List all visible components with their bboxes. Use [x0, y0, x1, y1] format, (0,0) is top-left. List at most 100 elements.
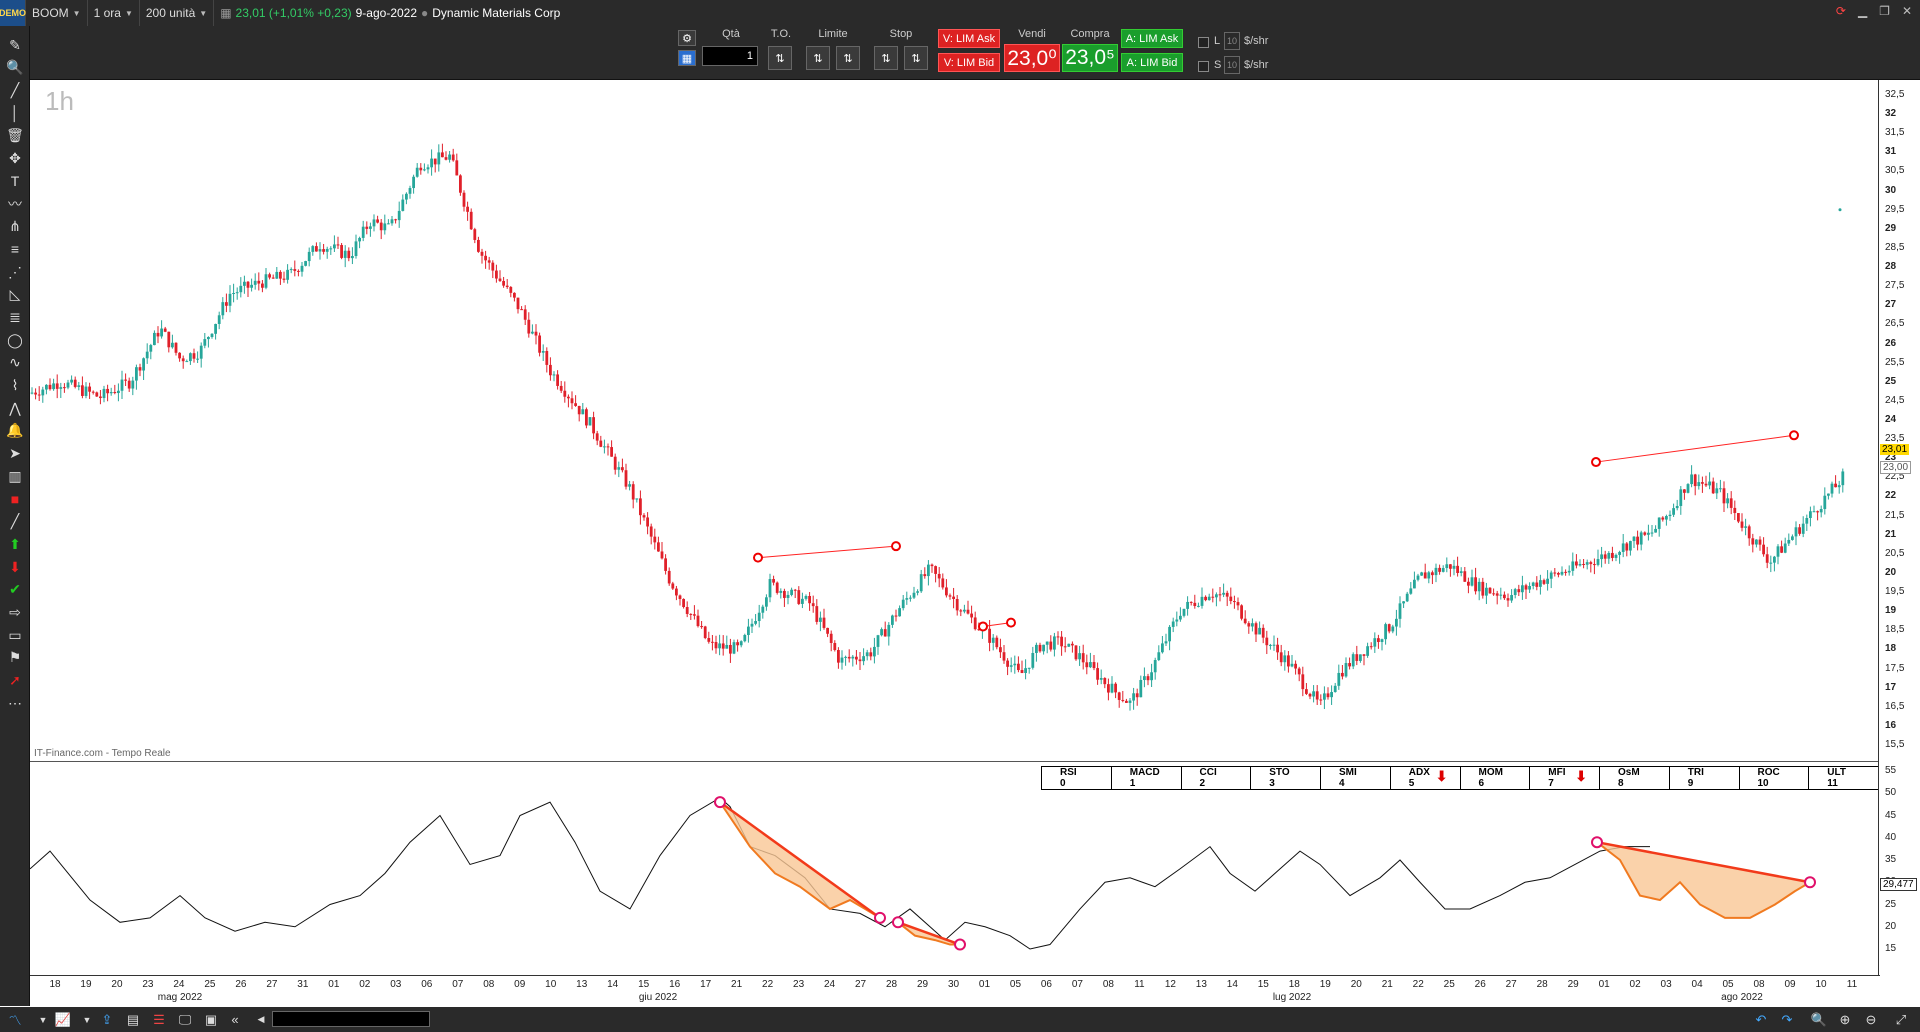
- indicator-tab-rsi[interactable]: RSI 0: [1042, 767, 1112, 789]
- candle-body: [1481, 581, 1485, 596]
- indicator-tab-sto[interactable]: STO 3: [1251, 767, 1321, 789]
- sell-bid-button[interactable]: V: LIM Bid: [938, 53, 1000, 72]
- limit-sell-button[interactable]: ⇅: [836, 46, 860, 70]
- buy-ask-button[interactable]: A: LIM Ask: [1121, 29, 1183, 48]
- chart-style-icon[interactable]: 📈: [54, 1011, 72, 1027]
- candle-body: [55, 383, 59, 389]
- move-icon[interactable]: ✥: [9, 150, 21, 166]
- l-checkbox[interactable]: [1198, 37, 1209, 48]
- buy-price-button[interactable]: 23,0⁵: [1062, 44, 1118, 72]
- time-axis[interactable]: 18 19 20 23 24 25 26 27 31 01 02 03 06 07 08 09 10 13 14 15…: [30, 975, 1880, 1007]
- restore-icon[interactable]: ❐: [1879, 4, 1890, 18]
- line-icon[interactable]: ╱: [10, 81, 20, 98]
- to-order-button[interactable]: ⇅: [768, 46, 792, 70]
- indicator-tab-macd[interactable]: MACD 1: [1112, 767, 1182, 789]
- indicator-tab-mfi[interactable]: MFI 7 ⬇: [1530, 767, 1600, 789]
- indicator-tab-cci[interactable]: CCI 2: [1182, 767, 1252, 789]
- cursor-icon[interactable]: ➤: [9, 445, 21, 462]
- gann-icon[interactable]: ◺: [9, 286, 21, 303]
- indicator-tab-ult[interactable]: ULT 11: [1809, 767, 1878, 789]
- channel-icon[interactable]: ≣: [9, 308, 21, 325]
- alarm-icon[interactable]: 🔔: [6, 422, 24, 439]
- check-icon[interactable]: ✔: [9, 581, 21, 598]
- fan-icon[interactable]: ⋰: [8, 263, 22, 280]
- fork-icon[interactable]: ⋔: [9, 218, 21, 235]
- down-arrow-icon[interactable]: ⬇: [9, 558, 21, 575]
- monitor-icon[interactable]: 🖵: [178, 1011, 192, 1027]
- collapse-left-icon[interactable]: «: [231, 1012, 239, 1027]
- zoom-in-icon[interactable]: ⊕: [1839, 1011, 1851, 1027]
- wave-icon[interactable]: ⌇: [11, 377, 19, 393]
- chevron-down-icon[interactable]: ▼: [82, 1014, 92, 1025]
- text-icon[interactable]: T: [10, 173, 20, 190]
- horizontal-scrollbar[interactable]: [272, 1011, 430, 1027]
- scroll-left-icon[interactable]: ◀: [257, 1014, 265, 1024]
- sync-icon[interactable]: ⟳: [1835, 4, 1846, 18]
- units-selector[interactable]: 200 unità ▼: [140, 0, 215, 26]
- order-settings-icon[interactable]: ⚙: [678, 30, 696, 46]
- close-icon[interactable]: ✕: [1901, 4, 1912, 18]
- chevron-down-icon[interactable]: ▼: [38, 1014, 48, 1025]
- qty-input[interactable]: 1: [702, 46, 758, 66]
- indicator-tab-osm[interactable]: OsM 8: [1600, 767, 1670, 789]
- indicator-tab-adx[interactable]: ADX 5 ⬇: [1391, 767, 1461, 789]
- timeframe-selector[interactable]: 1 ora ▼: [88, 0, 140, 26]
- trash-icon[interactable]: 🗑: [6, 127, 24, 144]
- layout-icon[interactable]: ▣: [204, 1011, 218, 1027]
- arrow-right-icon[interactable]: ⇨: [9, 604, 21, 620]
- pencil-icon[interactable]: ✎: [9, 36, 21, 53]
- flag-icon[interactable]: ⚑: [8, 649, 22, 666]
- list-icon[interactable]: ☰: [153, 1011, 165, 1027]
- limit-buy-button[interactable]: ⇅: [806, 46, 830, 70]
- buy-bid-button[interactable]: A: LIM Bid: [1121, 53, 1183, 72]
- ruler-icon[interactable]: ▭: [8, 626, 22, 643]
- undo-icon[interactable]: ↶: [1755, 1011, 1767, 1027]
- indicator-tab-smi[interactable]: SMI 4: [1321, 767, 1391, 789]
- zoom-icon[interactable]: 🔍: [6, 59, 24, 76]
- indicator-tab-mom[interactable]: MOM 6: [1461, 767, 1531, 789]
- stop-sell-button[interactable]: ⇅: [904, 46, 928, 70]
- brush-icon[interactable]: ╱: [10, 513, 20, 530]
- indicator-name: OsM: [1618, 767, 1640, 778]
- s-value-input[interactable]: 10: [1224, 56, 1240, 74]
- redo-icon[interactable]: ↷: [1781, 1011, 1793, 1027]
- vline-icon[interactable]: │: [10, 105, 20, 122]
- bars-icon[interactable]: ▥: [8, 467, 22, 484]
- stop-buy-button[interactable]: ⇅: [874, 46, 898, 70]
- candle-body: [646, 517, 649, 527]
- trend-icon[interactable]: 〰: [8, 195, 22, 212]
- s-checkbox[interactable]: [1198, 61, 1209, 72]
- candle-body: [354, 241, 358, 257]
- candle-body: [617, 467, 621, 470]
- template-icon[interactable]: ▤: [126, 1011, 140, 1027]
- more-icon[interactable]: ⋯: [8, 694, 22, 711]
- sell-price-button[interactable]: 23,0⁰: [1004, 44, 1060, 72]
- cycle-icon[interactable]: ∿: [9, 354, 21, 371]
- fib-icon[interactable]: ≡: [10, 241, 20, 258]
- candle-body: [351, 256, 354, 259]
- candle-body: [523, 309, 527, 320]
- candle-body: [1477, 581, 1481, 592]
- candle-body: [613, 456, 617, 470]
- arrow-red-icon[interactable]: ➚: [9, 672, 21, 689]
- share-icon[interactable]: ⇪: [101, 1011, 113, 1027]
- reset-zoom-icon[interactable]: ⤢: [1895, 1011, 1907, 1027]
- l-value-input[interactable]: 10: [1224, 32, 1240, 50]
- chart-area[interactable]: [29, 80, 1880, 988]
- candle-body: [1719, 488, 1722, 490]
- up-arrow-icon[interactable]: ⬆: [9, 535, 21, 552]
- square-icon[interactable]: ■: [10, 491, 20, 507]
- price-axis[interactable]: 32,5 32 31,5 31 30,5 30 29,5 29 28,5 28 27,5 27 26,5…: [1878, 80, 1920, 988]
- indicator-menu-icon[interactable]: 〽: [8, 1013, 22, 1028]
- sell-ask-button[interactable]: V: LIM Ask: [938, 29, 1000, 48]
- ellipse-icon[interactable]: ◯: [7, 331, 23, 348]
- keypad-icon[interactable]: ▦: [678, 50, 696, 66]
- symbol-selector[interactable]: BOOM ▼: [26, 0, 88, 26]
- indicator-tab-roc[interactable]: ROC 10: [1740, 767, 1810, 789]
- zoom-out-icon[interactable]: ⊖: [1865, 1011, 1877, 1027]
- elliott-icon[interactable]: ⋀: [9, 399, 21, 416]
- indicator-tab-tri[interactable]: TRI 9: [1670, 767, 1740, 789]
- minimize-icon[interactable]: ▁: [1857, 4, 1868, 18]
- zoom-fit-icon[interactable]: 🔍: [1810, 1011, 1828, 1027]
- pane-divider[interactable]: [30, 761, 1880, 762]
